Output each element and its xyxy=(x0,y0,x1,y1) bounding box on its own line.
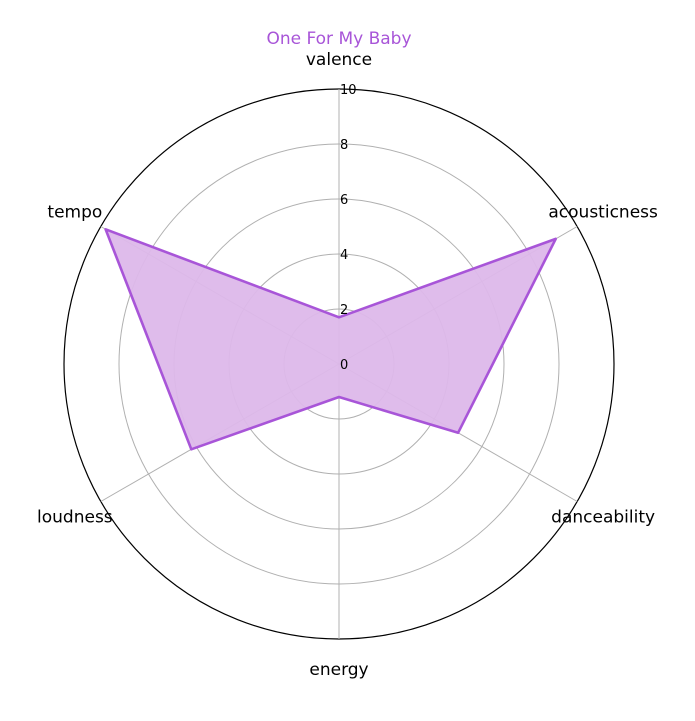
chart-title: One For My Baby xyxy=(266,29,411,49)
axis-label: acousticness xyxy=(548,203,658,223)
radial-tick-label: 10 xyxy=(340,83,357,98)
radial-tick-label: 0 xyxy=(340,358,348,373)
axis-label: valence xyxy=(306,50,372,70)
axis-labels: valence acousticness danceability energy lou… xyxy=(37,50,658,680)
radial-tick-label: 2 xyxy=(340,303,348,318)
radial-tick-label: 4 xyxy=(340,248,348,263)
series-layer xyxy=(104,228,558,451)
radial-tick-label: 6 xyxy=(340,193,348,208)
axis-label: danceability xyxy=(551,508,655,528)
axis-label: loudness xyxy=(37,508,113,528)
radial-ticks: 0 2 4 6 8 10 xyxy=(340,83,357,373)
axis-label: energy xyxy=(309,660,368,680)
radial-tick-label: 8 xyxy=(340,138,348,153)
axis-label: tempo xyxy=(47,203,102,223)
series-fill xyxy=(105,229,556,450)
